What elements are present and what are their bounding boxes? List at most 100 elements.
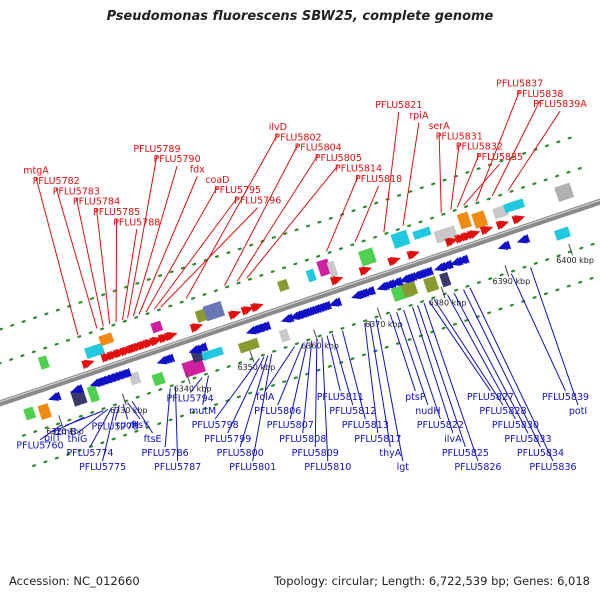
reverse-gene-label: PFLU5827 xyxy=(467,392,514,403)
kbp-tick-mark xyxy=(504,265,510,277)
cds-block xyxy=(554,182,575,203)
reverse-gene-label: PFLU5836 xyxy=(529,462,576,473)
reverse-label-leader xyxy=(369,321,391,448)
reverse-label-leader xyxy=(375,319,404,462)
backbone-line xyxy=(0,198,600,407)
reverse-gene-label: PFLU5787 xyxy=(154,462,201,473)
guide-line-2 xyxy=(21,240,600,437)
reverse-gene-label: PFLU5812 xyxy=(329,406,376,417)
forward-gene-arrow xyxy=(332,276,344,285)
forward-label-leader xyxy=(507,110,561,191)
reverse-label-leader xyxy=(239,355,269,448)
reverse-gene-label: ftsY xyxy=(131,420,149,431)
kbp-tick-label: 6360 kbp xyxy=(301,341,339,350)
reverse-gene-label: PFLU5807 xyxy=(267,420,314,431)
forward-gene-label: PFLU5795 xyxy=(214,185,261,196)
forward-gene-label: PFLU5789 xyxy=(133,144,180,155)
cds-block xyxy=(503,198,526,214)
reverse-label-leader xyxy=(39,424,63,441)
green-dot-guides xyxy=(0,135,600,468)
reverse-gene-label: PFLU5839 xyxy=(542,392,589,403)
forward-gene-label: PFLU5831 xyxy=(436,131,483,142)
forward-label-leader xyxy=(127,155,158,319)
reverse-label-leader xyxy=(264,346,295,392)
forward-label-leader xyxy=(491,100,541,196)
forward-label-leader xyxy=(326,175,359,252)
reverse-gene-label: thyA xyxy=(379,448,401,459)
reverse-gene-label: PFLU5760 xyxy=(16,441,63,452)
forward-gene-label: coaD xyxy=(205,175,229,186)
reverse-gene-label: PFLU5801 xyxy=(229,462,276,473)
reverse-gene-arrow xyxy=(458,254,470,263)
forward-gene-arrow xyxy=(482,225,494,235)
forward-gene-arrow xyxy=(192,323,204,332)
reverse-gene-label: potI xyxy=(569,406,587,417)
guide-line-0 xyxy=(0,135,577,331)
kbp-tick-label: 6370 kbp xyxy=(365,320,403,329)
cds-block xyxy=(128,371,142,386)
forward-gene-label: mtgA xyxy=(23,166,49,177)
cds-block xyxy=(37,355,50,370)
forward-gene-label: PFLU5805 xyxy=(315,153,362,164)
forward-gene-arrow xyxy=(361,266,373,276)
reverse-label-leader xyxy=(77,408,109,434)
reverse-label-leader xyxy=(252,354,273,462)
reverse-label-leader xyxy=(321,337,329,462)
forward-gene-arrow xyxy=(498,220,510,230)
forward-label-leader xyxy=(153,196,238,310)
gene-arrows xyxy=(48,215,531,401)
cds-block xyxy=(357,247,377,267)
reverse-gene-arrow xyxy=(321,300,333,310)
reverse-gene-label: ptsP xyxy=(405,392,426,403)
genome-backbone xyxy=(0,198,600,407)
reverse-label-leader xyxy=(453,292,529,434)
reverse-gene-label: PFLU5830 xyxy=(492,420,539,431)
reverse-gene-arrow xyxy=(50,391,62,400)
cds-block xyxy=(423,275,440,293)
forward-gene-arrow xyxy=(469,230,481,239)
forward-label-leader xyxy=(95,208,111,325)
reverse-label-leader xyxy=(277,343,304,406)
kbp-tick-mark xyxy=(440,286,446,299)
forward-gene-label: ilvD xyxy=(269,122,287,133)
forward-gene-arrow xyxy=(408,250,420,260)
reverse-label-leader xyxy=(463,289,541,448)
cds-block xyxy=(471,210,489,229)
kbp-tick-mark xyxy=(249,350,255,363)
cds-block xyxy=(150,320,164,334)
forward-label-leader xyxy=(475,90,521,202)
reverse-gene-label: thiG xyxy=(68,434,88,445)
cds-block xyxy=(439,271,452,288)
reverse-label-leader xyxy=(214,358,260,420)
kbp-tick-label: 6400 kbp xyxy=(556,256,594,265)
forward-gene-label: PFLU5835 xyxy=(476,152,523,163)
reverse-gene-arrow xyxy=(331,297,343,306)
forward-label-leader xyxy=(35,177,79,336)
kbp-tick-mark xyxy=(376,307,382,320)
guide-line-3 xyxy=(32,274,600,468)
cds-block xyxy=(23,406,37,421)
guide-line-1 xyxy=(0,165,587,365)
reverse-gene-arrow xyxy=(120,367,132,377)
reverse-gene-label: ftsE xyxy=(144,434,162,445)
reverse-label-leader xyxy=(227,356,265,434)
reverse-label-leader xyxy=(428,301,491,392)
reverse-gene-label: mutM xyxy=(189,406,216,417)
reverse-label-leader xyxy=(364,322,379,434)
reverse-label-leader xyxy=(510,273,566,392)
forward-gene-label: PFLU5802 xyxy=(274,132,321,143)
forward-gene-arrow xyxy=(389,257,401,266)
forward-label-leader xyxy=(450,143,460,210)
reverse-gene-arrow xyxy=(500,240,512,249)
cds-block xyxy=(237,337,260,354)
cds-block xyxy=(202,300,226,322)
accession-text: Accession: NC_012660 xyxy=(9,574,140,588)
forward-label-leader xyxy=(463,163,500,206)
kbp-tick-mark xyxy=(121,393,127,406)
reverse-gene-label: PFLU5786 xyxy=(142,448,189,459)
forward-label-leader xyxy=(75,198,104,327)
reverse-label-leader xyxy=(302,340,313,434)
reverse-label-leader xyxy=(164,388,171,448)
forward-gene-labels: mtgAPFLU5782PFLU5783PFLU5784PFLU5785PFLU… xyxy=(23,78,587,336)
forward-label-leader xyxy=(55,187,98,329)
